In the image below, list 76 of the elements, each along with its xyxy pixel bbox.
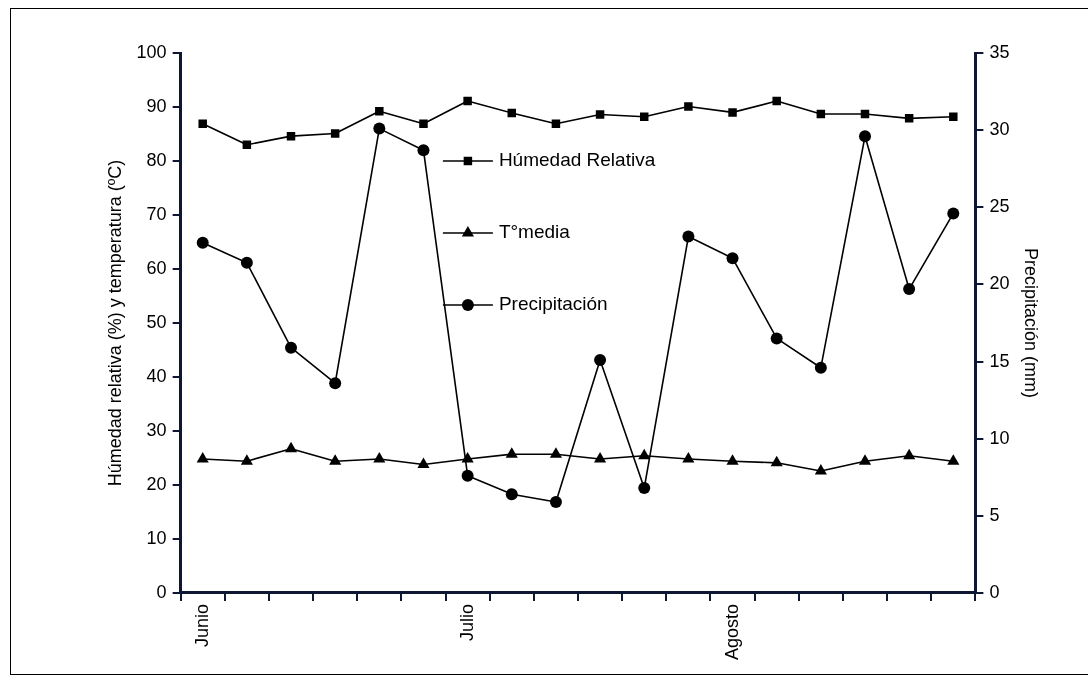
point [417,457,430,468]
point [549,447,562,458]
point [947,454,960,465]
point [373,452,386,463]
y2-tick-label: 20 [989,273,1010,294]
point [329,454,342,465]
y-tick-label: 20 [146,473,167,494]
legend-label: Húmedad Relativa [498,149,656,171]
y-tick-label: 80 [146,149,167,170]
point [949,112,958,121]
point [859,130,871,143]
point [772,96,781,106]
y2-tick-label: 15 [989,350,1010,371]
point [285,341,298,354]
point [947,207,960,220]
y2-tick-label: 25 [989,196,1010,217]
y2-axis-title: Precipitación (mm) [1021,247,1042,398]
point [373,122,386,135]
y2-tick-label: 10 [989,427,1010,448]
point [461,469,474,482]
point [682,452,695,463]
y-axis-title: Húmedad relativa (%) y temperatura (ºC) [104,159,125,487]
point [594,354,607,367]
y-tick-label: 10 [146,527,167,548]
y-tick-label: 50 [146,311,167,332]
point [240,256,253,269]
point [594,452,607,463]
x-tick-label: Junio [191,603,212,647]
point [549,495,562,508]
point [505,447,518,458]
legend-label: T°media [498,221,571,243]
y-tick-label: 0 [156,581,167,602]
point [417,144,430,157]
point [284,441,298,453]
y2-tick-label: 0 [989,581,1000,602]
y-tick-label: 90 [146,95,167,116]
point [682,230,695,243]
point [638,448,651,460]
point [198,119,207,128]
point [903,283,916,296]
point [330,129,340,138]
y2-tick-label: 5 [989,504,1000,525]
y-tick-label: 100 [136,41,167,62]
point [595,110,605,119]
y2-tick-label: 30 [989,119,1010,140]
point [814,361,827,374]
point [196,452,209,463]
point [726,454,739,465]
point [461,452,474,463]
point [639,112,649,121]
point [770,455,783,467]
point [240,454,253,465]
point [770,332,783,345]
y2-tick-label: 35 [989,41,1010,62]
x-tick-label: Agosto [721,603,742,661]
point [903,448,916,460]
y-tick-label: 60 [146,257,167,278]
y-tick-label: 30 [146,419,167,440]
point [463,96,472,106]
point [638,482,651,495]
point [726,252,739,265]
point [375,107,384,116]
point [196,236,209,249]
legend-label: Precipitación [498,293,608,315]
y-tick-label: 70 [146,203,167,224]
point [684,102,693,111]
y-tick-label: 40 [146,365,167,386]
point [551,119,561,128]
x-tick-label: Julio [456,603,477,641]
point [329,377,342,390]
point [419,119,428,128]
point [505,488,518,501]
point [904,114,914,123]
point [814,463,827,475]
point [728,108,737,117]
point [858,454,872,465]
